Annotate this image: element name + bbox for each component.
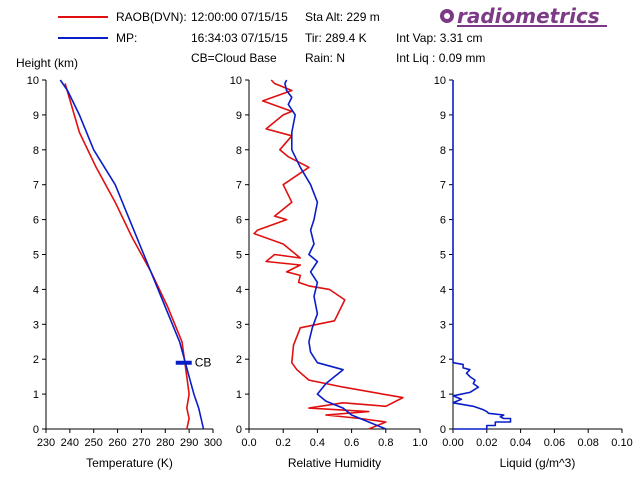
temperature-x-tick-label: 250	[85, 437, 103, 449]
liquid-x-tick-label: 0.02	[476, 437, 497, 449]
mp-time: 16:34:03 07/15/15	[191, 31, 288, 45]
logo-underline	[457, 25, 607, 27]
liquid-y-tick-label: 6	[440, 215, 446, 227]
raob-legend-label: RAOB(DVN):	[116, 10, 187, 24]
temperature-x-tick-label: 230	[37, 437, 55, 449]
temperature-y-tick-label: 6	[33, 215, 39, 227]
liquid-x-tick-label: 0.06	[544, 437, 565, 449]
legend: RAOB(DVN): 12:00:00 07/15/15 MP: 16:34:0…	[58, 10, 288, 65]
liquid-y-tick-label: 0	[440, 424, 446, 436]
liquid-y-tick-label: 3	[440, 319, 446, 331]
temperature-y-tick-label: 3	[33, 319, 39, 331]
temperature-y-tick-label: 4	[33, 284, 39, 296]
station-info: Sta Alt: 229 m Tir: 289.4 K Rain: N Int …	[305, 10, 485, 65]
temperature-y-tick-label: 9	[33, 110, 39, 122]
humidity-y-tick-label: 1	[236, 389, 242, 401]
humidity-panel: 0 1 2 3 4 5 6 7 8 9 10 0.0 0.2 0.4 0.6 0.8 1.0 Relative H…	[230, 75, 428, 470]
temperature-y-tick-label: 10	[27, 75, 39, 87]
temperature-x-tick-label: 240	[61, 437, 79, 449]
liquid-x-tick-label: 0.08	[577, 437, 598, 449]
station-altitude: Sta Alt: 229 m	[305, 10, 380, 24]
humidity-x-axis-title: Relative Humidity	[288, 456, 381, 470]
humidity-y-tick-label: 4	[236, 284, 242, 296]
humidity-y-tick-label: 3	[236, 319, 242, 331]
liquid-y-tick-label: 2	[440, 354, 446, 366]
liquid-y-tick-label: 7	[440, 180, 446, 192]
humidity-x-tick-label: 0.4	[310, 437, 325, 449]
temperature-y-tick-label: 1	[33, 389, 39, 401]
humidity-x-tick-label: 0.8	[378, 437, 393, 449]
temperature-x-tick-label: 260	[108, 437, 126, 449]
liquid-x-tick-label: 0.10	[611, 437, 632, 449]
temperature-y-tick-label: 2	[33, 354, 39, 366]
integrated-vapor: Int Vap: 3.31 cm	[396, 31, 483, 45]
liquid-y-tick-label: 10	[434, 75, 446, 87]
liquid-y-tick-label: 8	[440, 145, 446, 157]
humidity-y-tick-label: 6	[236, 215, 242, 227]
humidity-y-tick-label: 10	[230, 75, 242, 87]
temperature-x-tick-label: 300	[204, 437, 222, 449]
radiometrics-logo: radiometrics	[440, 4, 607, 28]
temperature-x-tick-label: 280	[156, 437, 174, 449]
humidity-x-tick-label: 0.2	[276, 437, 291, 449]
temperature-series-raob-line	[64, 83, 190, 430]
humidity-x-tick-label: 0.0	[241, 437, 256, 449]
temperature-y-tick-label: 8	[33, 145, 39, 157]
logo-text: radiometrics	[457, 4, 600, 28]
liquid-x-tick-label: 0.04	[510, 437, 531, 449]
humidity-x-tick-label: 0.6	[344, 437, 359, 449]
humidity-y-tick-label: 9	[236, 110, 242, 122]
temperature-y-tick-label: 0	[33, 424, 39, 436]
temperature-y-tick-label: 7	[33, 180, 39, 192]
humidity-y-tick-label: 2	[236, 354, 242, 366]
temperature-x-tick-label: 290	[180, 437, 198, 449]
liquid-series-mp-line	[452, 80, 512, 430]
temperature-x-axis-title: Temperature (K)	[86, 456, 173, 470]
humidity-y-tick-label: 8	[236, 145, 242, 157]
liquid-y-tick-label: 1	[440, 389, 446, 401]
humidity-series-mp-line	[284, 79, 387, 430]
humidity-y-tick-label: 7	[236, 180, 242, 192]
humidity-x-tick-label: 1.0	[412, 437, 427, 449]
liquid-x-axis-title: Liquid (g/m^3)	[500, 456, 576, 470]
temperature-panel: 0 1 2 3 4 5 6 7 8 9 10 230 240 250 260 270 280 290 300 Temp…	[27, 75, 222, 470]
liquid-x-tick-label: 0.00	[442, 437, 463, 449]
humidity-series-raob-line	[253, 79, 404, 430]
temperature-series-mp-line	[59, 79, 205, 430]
raob-time: 12:00:00 07/15/15	[191, 10, 288, 24]
liquid-y-tick-label: 9	[440, 110, 446, 122]
cloud-base-note: CB=Cloud Base	[191, 51, 277, 65]
liquid-y-tick-label: 5	[440, 250, 446, 262]
height-axis-title: Height (km)	[16, 56, 78, 70]
ir-temperature: Tir: 289.4 K	[305, 31, 367, 45]
liquid-y-tick-label: 4	[440, 284, 446, 296]
rain-flag: Rain: N	[305, 51, 345, 65]
integrated-liquid: Int Liq : 0.09 mm	[396, 51, 485, 65]
humidity-y-tick-label: 0	[236, 424, 242, 436]
mp-legend-label: MP:	[116, 31, 137, 45]
temperature-x-tick-label: 270	[132, 437, 150, 449]
liquid-panel: 0 1 2 3 4 5 6 7 8 9 10 0.00 0.02 0.04 0.06 0.08 0.10 Liqu…	[434, 75, 633, 470]
logo-mark-inner-icon	[444, 13, 450, 19]
temperature-y-tick-label: 5	[33, 250, 39, 262]
cloud-base-label: CB	[195, 356, 212, 370]
humidity-y-tick-label: 5	[236, 250, 242, 262]
